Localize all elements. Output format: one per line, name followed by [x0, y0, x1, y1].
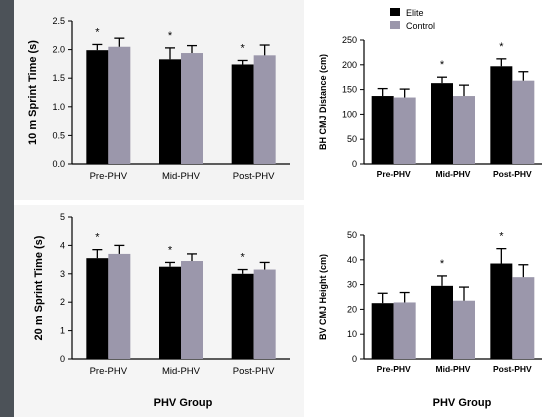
x-tick-label: Mid-PHV: [436, 169, 471, 179]
bar-elite: [86, 50, 109, 165]
y-axis-label: BH CMJ Distance (cm): [318, 54, 328, 150]
x-tick-label: Post-PHV: [493, 364, 532, 374]
y-tick-label: 5: [60, 212, 65, 222]
significance-marker: *: [168, 30, 173, 42]
y-tick-label: 0.5: [52, 130, 65, 140]
significance-marker: *: [241, 42, 246, 54]
x-tick-label: Post-PHV: [493, 169, 532, 179]
x-tick-label: Mid-PHV: [436, 364, 471, 374]
bar-elite: [231, 273, 254, 359]
significance-marker: *: [241, 252, 246, 264]
legend: Elite Control: [390, 8, 435, 31]
bar-control: [253, 55, 276, 164]
y-tick-label: 30: [347, 280, 357, 290]
significance-marker: *: [95, 232, 100, 244]
y-tick-label: 2.5: [52, 16, 65, 26]
y-tick-label: 1.5: [52, 73, 65, 83]
y-tick-label: 20: [347, 304, 357, 314]
bar-control: [393, 97, 416, 164]
significance-marker: *: [95, 26, 100, 38]
bar-control: [453, 300, 475, 359]
y-tick-label: 40: [347, 255, 357, 265]
legend-label-elite: Elite: [406, 8, 424, 18]
y-axis-label: BV CMJ Height (cm): [318, 254, 328, 340]
y-tick-label: 4: [60, 240, 65, 250]
y-tick-label: 2: [60, 297, 65, 307]
y-tick-label: 2.0: [52, 45, 65, 55]
bar-elite: [490, 66, 513, 164]
y-tick-label: 0.0: [52, 159, 65, 169]
bar-elite: [490, 263, 513, 359]
x-group-label-right: PHV Group: [433, 397, 492, 409]
bar-elite: [159, 59, 181, 164]
bar-elite: [86, 258, 109, 359]
x-tick-label: Pre-PHV: [377, 169, 411, 179]
significance-marker: *: [440, 258, 445, 270]
x-tick-label: Pre-PHV: [90, 171, 128, 182]
y-tick-label: 3: [60, 269, 65, 279]
bar-elite: [159, 266, 181, 359]
x-group-label-left: PHV Group: [154, 397, 213, 409]
y-tick-label: 0: [60, 354, 65, 364]
y-tick-label: 50: [347, 230, 357, 240]
bar-elite: [431, 83, 453, 164]
chart-4: 0 10 20 30 40 50 BV CMJ Height (cm) Pre-PHV * Mid…: [318, 230, 542, 374]
y-tick-label: 0: [352, 354, 357, 364]
chart-1: 0.0 0.5 1.0 1.5 2.0 2.5 10 m Sprint Time (s) * P…: [27, 16, 290, 182]
significance-marker: *: [168, 244, 173, 256]
significance-marker: *: [440, 59, 445, 71]
x-tick-label: Mid-PHV: [162, 366, 201, 377]
chart-3: 0 1 2 3 4 5 20 m Sprint Time (s) * Pre-PHV * Mid-P…: [33, 212, 290, 377]
bar-control: [393, 302, 416, 359]
bar-elite: [231, 64, 254, 164]
x-tick-label: Pre-PHV: [377, 364, 411, 374]
bar-control: [512, 277, 535, 359]
y-tick-label: 0: [352, 159, 357, 169]
bar-control: [453, 96, 475, 164]
significance-marker: *: [499, 41, 504, 53]
bar-elite: [371, 303, 394, 359]
legend-swatch-elite: [390, 8, 400, 16]
y-tick-label: 50: [347, 134, 357, 144]
bar-control: [253, 269, 276, 359]
bar-control: [181, 53, 203, 165]
y-tick-label: 200: [342, 60, 357, 70]
y-tick-label: 1.0: [52, 102, 65, 112]
chart-2: 0 50 100 150 200 250 BH CMJ Distance (cm) Pre-P…: [318, 35, 542, 179]
y-tick-label: 250: [342, 35, 357, 45]
y-tick-label: 150: [342, 85, 357, 95]
bar-elite: [371, 96, 394, 164]
y-tick-label: 10: [347, 329, 357, 339]
y-axis-label: 10 m Sprint Time (s): [27, 40, 39, 145]
x-tick-label: Post-PHV: [233, 366, 275, 377]
bar-control: [108, 253, 131, 359]
x-tick-label: Post-PHV: [233, 171, 275, 182]
bar-elite: [431, 285, 453, 359]
legend-label-control: Control: [406, 21, 435, 31]
y-tick-label: 100: [342, 109, 357, 119]
x-tick-label: Mid-PHV: [162, 171, 201, 182]
bar-control: [512, 80, 535, 164]
x-tick-label: Pre-PHV: [90, 366, 128, 377]
left-edge-bar: [0, 0, 14, 417]
bar-control: [181, 261, 203, 359]
y-tick-label: 1: [60, 326, 65, 336]
legend-swatch-control: [390, 21, 400, 29]
y-axis-label: 20 m Sprint Time (s): [33, 235, 45, 340]
bar-control: [108, 46, 131, 164]
significance-marker: *: [499, 231, 504, 243]
